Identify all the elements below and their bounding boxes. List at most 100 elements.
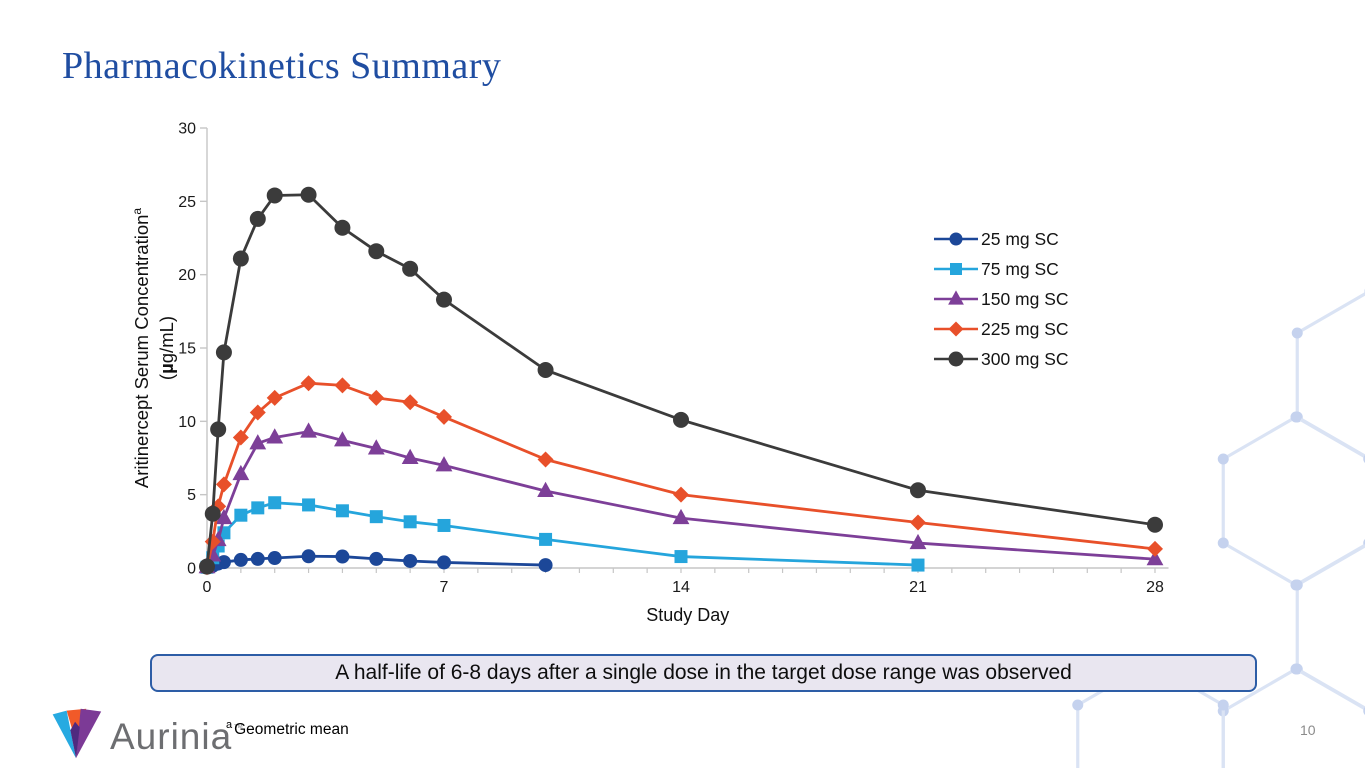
data-point-marker <box>268 496 282 510</box>
chart-legend: 25 mg SC 75 mg SC 150 mg SC 225 mg SC 300 mg… <box>933 224 1069 374</box>
data-point-marker <box>267 551 282 566</box>
legend-item-75-mg-sc: 75 mg SC <box>933 254 1069 284</box>
x-tick-label: 14 <box>672 579 690 596</box>
data-point-marker <box>402 394 419 411</box>
x-tick-label: 21 <box>909 579 927 596</box>
y-tick-label: 15 <box>178 341 196 358</box>
hexagon-vertex-dot <box>1217 699 1229 711</box>
hexagon-outline <box>1295 292 1365 458</box>
data-point-marker <box>335 504 349 518</box>
aurinia-logo-text: Aurinia™ <box>110 716 245 757</box>
hexagon-vertex-dot <box>1291 411 1303 423</box>
data-point-marker <box>232 429 249 446</box>
legend-label-150-mg-sc: 150 mg SC <box>981 288 1069 309</box>
data-point-marker <box>909 533 927 550</box>
data-point-marker <box>401 448 419 464</box>
data-point-marker <box>435 408 452 425</box>
aurinia-logo: Aurinia™ <box>48 700 244 766</box>
legend-item-25-mg-sc: 25 mg SC <box>933 224 1069 254</box>
y-axis-unit: (µg/mL) <box>156 315 178 381</box>
legend-marker-225-mg-sc <box>934 321 978 337</box>
data-point-marker <box>368 389 385 406</box>
data-point-marker <box>537 481 554 497</box>
data-point-marker <box>249 404 266 421</box>
series-line-300-mg-sc <box>205 193 1156 567</box>
data-point-marker <box>301 549 316 564</box>
y-axis: 0 5 10 15 20 25 30 <box>178 121 208 578</box>
page-number: 10 <box>1300 722 1316 738</box>
data-point-marker <box>403 515 417 529</box>
y-tick-label: 0 <box>187 561 196 578</box>
data-point-marker <box>215 344 232 361</box>
legend-item-225-mg-sc: 225 mg SC <box>933 314 1069 344</box>
data-point-marker <box>674 550 688 564</box>
series-line-225-mg-sc <box>205 381 1156 568</box>
legend-label-75-mg-sc: 75 mg SC <box>981 258 1059 279</box>
hexagon-vertex-dot <box>1290 411 1302 423</box>
data-point-marker <box>435 456 453 472</box>
legend-label-25-mg-sc: 25 mg SC <box>981 228 1059 249</box>
legend-marker-75-mg-sc <box>934 263 978 275</box>
hexagon-outline <box>1295 544 1365 710</box>
data-point-marker <box>539 532 553 546</box>
data-point-marker <box>909 482 926 499</box>
legend-item-300-mg-sc: 300 mg SC <box>933 344 1069 374</box>
data-point-marker <box>1146 550 1164 566</box>
y-tick-label: 20 <box>178 267 196 284</box>
data-point-marker <box>249 210 266 227</box>
data-point-marker <box>334 431 351 447</box>
y-tick-label: 10 <box>178 414 196 431</box>
hexagon-vertex-dot <box>1217 705 1229 717</box>
data-point-marker <box>215 508 233 525</box>
y-axis-title-text: Aritinercept Serum Concentration <box>131 214 153 489</box>
data-point-marker <box>251 501 265 515</box>
data-point-marker <box>435 291 452 308</box>
y-axis-title: Aritinercept Serum Concentrationa (µg/mL… <box>125 108 177 588</box>
hexagon-outline <box>1221 415 1365 587</box>
data-point-marker <box>537 451 554 468</box>
data-point-marker <box>367 439 385 455</box>
hexagon-vertex-dot <box>1291 327 1303 339</box>
legend-label-225-mg-sc: 225 mg SC <box>981 318 1069 339</box>
data-point-marker <box>266 389 283 406</box>
legend-label-300-mg-sc: 300 mg SC <box>981 348 1069 369</box>
data-point-marker <box>402 260 419 277</box>
footnote-text: Geometric mean <box>234 721 349 739</box>
y-axis-title-superscript: a <box>130 207 144 215</box>
hexagon-vertex-dot <box>1291 579 1303 591</box>
data-point-marker <box>672 486 689 503</box>
data-point-marker <box>335 549 350 564</box>
data-point-marker <box>266 428 284 444</box>
data-point-marker <box>232 464 250 481</box>
x-tick-label: 7 <box>440 579 449 596</box>
legend-marker-300-mg-sc <box>934 351 978 367</box>
data-point-marker <box>369 551 384 566</box>
data-point-marker <box>300 375 317 392</box>
pk-concentration-chart: 0 5 10 15 20 25 30 0 7 14 21 28 Study Day <box>178 121 1169 625</box>
callout-text: A half-life of 6-8 days after a single d… <box>335 661 1072 684</box>
legend-item-150-mg-sc: 150 mg SC <box>933 284 1069 314</box>
y-tick-label: 30 <box>178 121 196 138</box>
x-axis-label: Study Day <box>646 605 729 625</box>
data-point-marker <box>1146 540 1163 557</box>
data-point-marker <box>909 514 926 531</box>
hexagon-vertex-dot <box>1291 663 1303 675</box>
data-point-marker <box>437 518 451 532</box>
data-point-marker <box>537 362 554 378</box>
series-line-150-mg-sc <box>205 430 1156 568</box>
data-point-marker <box>672 508 690 525</box>
y-tick-label: 25 <box>178 194 196 211</box>
data-point-marker <box>234 508 248 522</box>
data-point-marker <box>436 555 451 570</box>
series-225-mg-sc <box>199 375 1163 576</box>
data-point-marker <box>216 555 231 570</box>
data-point-marker <box>672 411 689 428</box>
data-point-marker <box>300 422 317 438</box>
data-point-marker <box>538 558 553 573</box>
legend-marker-150-mg-sc <box>934 290 978 305</box>
data-point-marker <box>210 421 227 438</box>
data-point-marker <box>233 552 248 567</box>
hexagon-vertex-dot <box>1072 699 1084 711</box>
data-point-marker <box>403 553 418 568</box>
